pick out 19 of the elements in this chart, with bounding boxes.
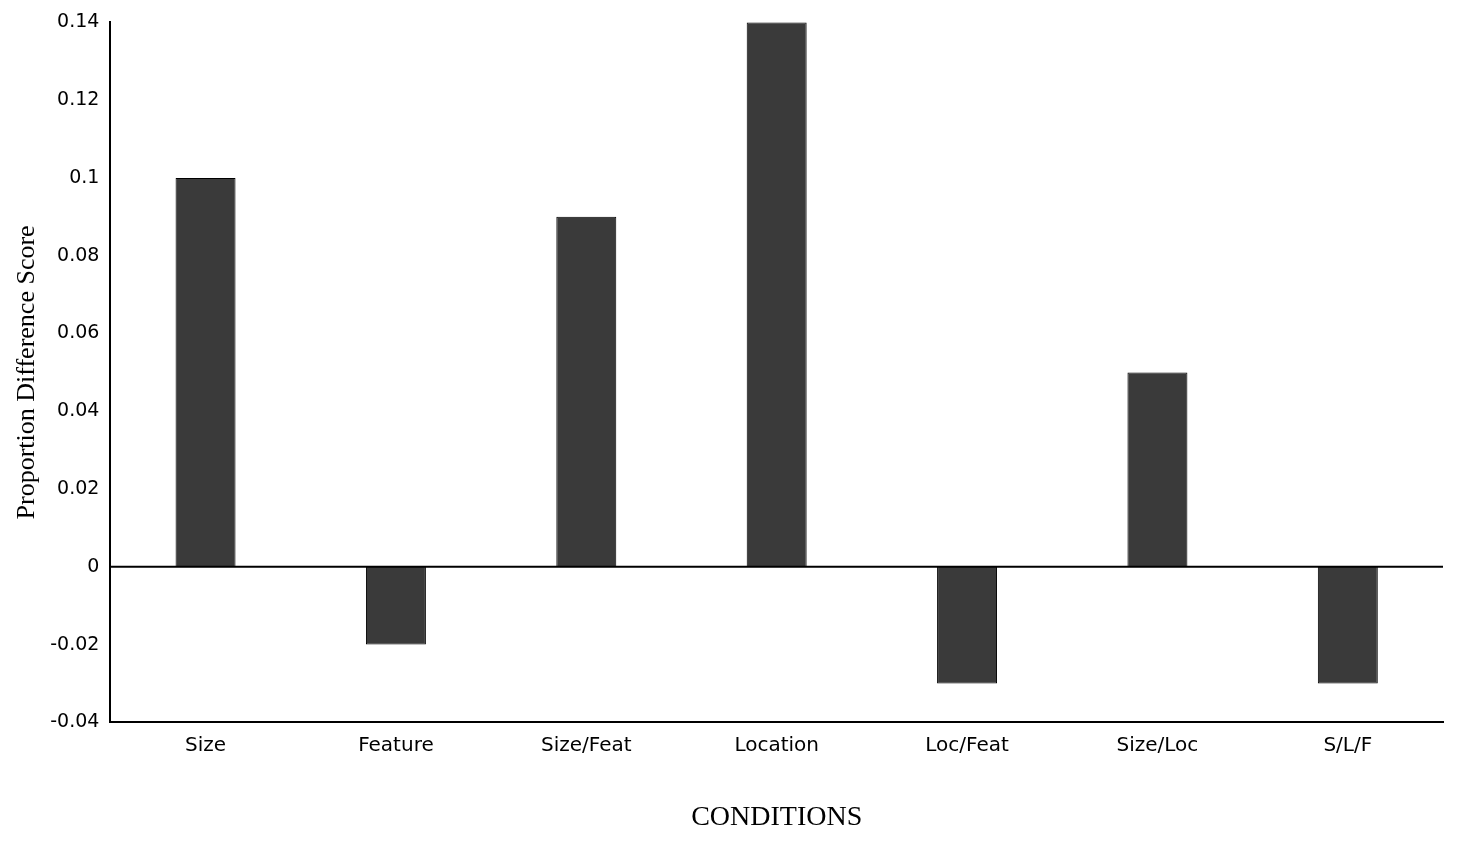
x-tick-label: S/L/F	[1323, 731, 1373, 756]
x-tick-label: Loc/Feat	[925, 731, 1009, 756]
y-tick-label: 0.1	[69, 164, 100, 187]
y-tick-label: -0.02	[50, 631, 100, 654]
y-tick-label: -0.04	[50, 709, 100, 732]
y-tick-label: 0.04	[57, 398, 100, 421]
y-tick-label: 0.02	[57, 476, 100, 498]
y-tick-label: 0.06	[57, 320, 100, 343]
x-tick-label: Location	[734, 731, 819, 756]
y-tick-label: 0.14	[57, 9, 100, 32]
y-tick-label: 0.08	[57, 242, 100, 265]
x-tick-label: Size/Feat	[541, 731, 632, 756]
x-tick-label: Size/Loc	[1116, 731, 1199, 756]
y-tick-label: 0.12	[57, 87, 100, 110]
y-axis-title: Proportion Difference Score	[11, 225, 41, 520]
x-tick-label: Size	[185, 731, 227, 756]
x-tick-label: Feature	[358, 731, 434, 756]
x-axis-title: CONDITIONS	[691, 799, 863, 831]
y-tick-label: 0	[87, 553, 100, 576]
